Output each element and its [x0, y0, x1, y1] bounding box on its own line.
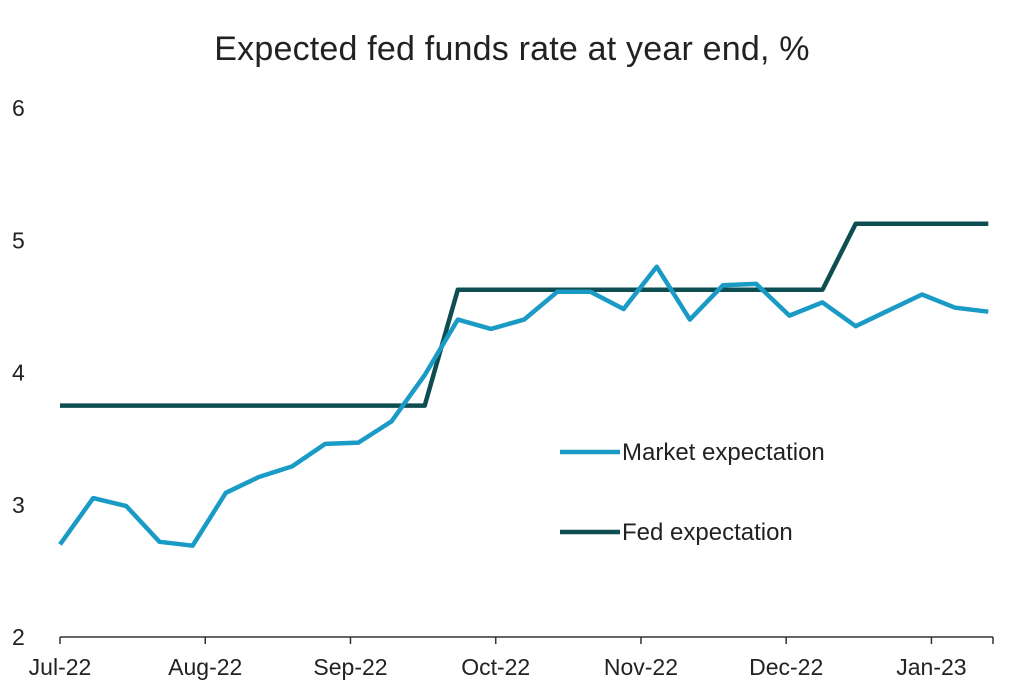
legend-label: Fed expectation	[622, 519, 793, 546]
chart-title: Expected fed funds rate at year end, %	[214, 30, 810, 68]
market-expectation-line	[58, 264, 989, 548]
y-tick-label: 2	[12, 624, 25, 650]
x-tick-label: Aug-22	[168, 654, 242, 680]
x-tick-label: Dec-22	[749, 654, 823, 680]
x-tick-label: Nov-22	[604, 654, 678, 680]
x-axis: Jul-22 Aug-22 Sep-22 Oct-22 Nov-22 Dec-22 Jan-…	[29, 636, 994, 680]
y-tick-label: 6	[12, 95, 25, 121]
legend: Market expectation Fed expectation	[560, 439, 825, 546]
series-layer	[58, 221, 989, 548]
y-tick-label: 4	[12, 360, 25, 386]
y-tick-label: 3	[12, 492, 25, 518]
fed-expectation-line	[60, 221, 989, 408]
x-tick-label: Jul-22	[29, 654, 92, 680]
x-tick-label: Jan-23	[896, 654, 966, 680]
y-axis: 2 3 4 5 6	[12, 95, 25, 650]
legend-label: Market expectation	[622, 439, 825, 466]
x-tick-label: Oct-22	[461, 654, 530, 680]
y-tick-label: 5	[12, 227, 25, 253]
x-tick-label: Sep-22	[313, 654, 387, 680]
